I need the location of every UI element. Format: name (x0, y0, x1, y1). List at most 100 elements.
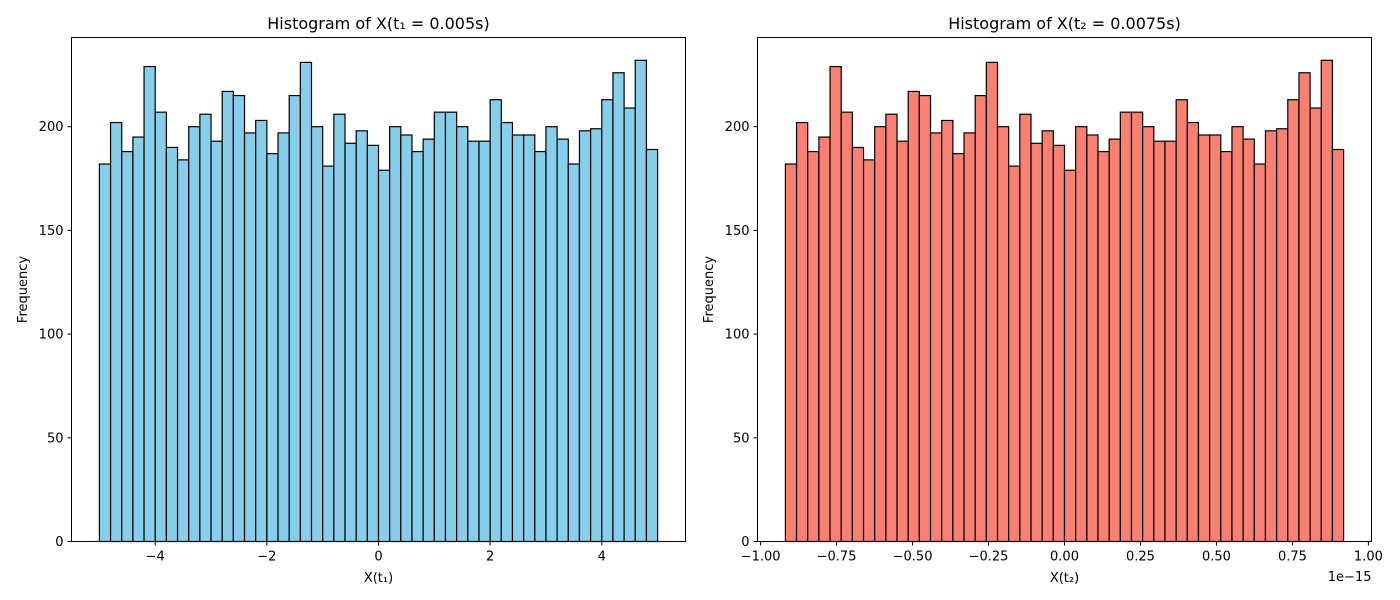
left-x-axis-label: X(t₁) (364, 571, 393, 586)
left-histogram-bar (333, 113, 346, 543)
left-histogram-bar (355, 130, 368, 543)
left-histogram-bar (601, 99, 614, 543)
right-x-tick-label: 0.25 (1126, 550, 1155, 565)
right-histogram-bar (1153, 140, 1166, 543)
left-histogram-bar (523, 134, 536, 543)
right-histogram-bar (996, 126, 1010, 543)
left-histogram-bar (188, 126, 201, 543)
right-histogram-bar (1309, 107, 1322, 543)
right-x-tick-label: −0.50 (893, 550, 933, 565)
right-histogram-bar (1108, 138, 1121, 543)
right-x-tick-label: −0.75 (817, 550, 857, 565)
right-histogram-bar (1119, 111, 1133, 543)
left-chart-title: Histogram of X(t₁ = 0.005s) (267, 14, 489, 33)
left-histogram-bar (634, 59, 648, 543)
left-histogram-bar (310, 126, 324, 543)
right-histogram-bar (963, 132, 976, 543)
left-histogram-bar (590, 128, 603, 543)
left-y-tick-label: 100 (39, 328, 64, 343)
right-histogram-bar (941, 119, 954, 543)
right-histogram-bar (918, 94, 932, 543)
left-histogram-bar (377, 169, 391, 543)
right-histogram-bar (851, 146, 865, 543)
left-histogram-bar (266, 153, 279, 543)
left-histogram-bar (545, 126, 558, 543)
right-histogram-bar (1209, 134, 1222, 543)
right-histogram-bar (829, 65, 842, 543)
left-histogram-bar (534, 150, 547, 543)
right-histogram-bar (952, 153, 965, 543)
right-y-ticks: 0 50 100 150 200 (725, 120, 758, 550)
left-histogram-bar (511, 134, 525, 543)
right-x-ticks: −1.00 −0.75 −0.50 −0.25 0.00 0.25 0.50 0.75 1.00 (741, 541, 1383, 565)
right-histogram-bar (795, 121, 809, 543)
left-histogram-bar (567, 163, 581, 543)
right-x-tick-label: 1.00 (1354, 550, 1383, 565)
right-y-tick-label: 50 (733, 431, 750, 446)
left-y-tick-label: 200 (39, 120, 64, 135)
left-x-tick-label: −4 (146, 550, 165, 565)
right-histogram-bar (1030, 142, 1043, 543)
right-x-tick-label: 0.75 (1278, 550, 1307, 565)
right-y-tick-label: 150 (725, 224, 750, 239)
right-histogram-bar (1253, 163, 1267, 543)
right-x-tick-label: 0.00 (1050, 550, 1079, 565)
left-histogram: Histogram of X(t₁ = 0.005s) 050100150200… (16, 14, 686, 586)
right-histogram-bar (1075, 126, 1088, 543)
right-histogram-bar (885, 113, 898, 543)
right-histogram-bar (818, 136, 831, 543)
left-x-tick-label: −2 (257, 550, 276, 565)
left-histogram-bar (109, 121, 123, 543)
left-histogram-bar (612, 72, 625, 543)
left-x-tick-label: 4 (598, 550, 606, 565)
left-y-tick-label: 50 (47, 431, 64, 446)
left-histogram-bar (243, 132, 257, 543)
left-histogram-bar (143, 65, 156, 543)
right-histogram-bar (1063, 169, 1077, 543)
left-histogram-bar (288, 94, 301, 543)
right-histogram-bar (1019, 113, 1032, 543)
right-histogram-bar (1264, 130, 1278, 543)
right-y-tick-label: 200 (725, 120, 750, 135)
right-histogram-bar (1164, 140, 1177, 543)
left-histogram-bar (645, 148, 659, 543)
right-histogram-bar (1231, 126, 1244, 543)
right-x-tick-label: 0.50 (1202, 550, 1231, 565)
right-histogram-bar (1186, 121, 1200, 543)
left-histogram-bar (444, 111, 458, 543)
left-histogram-bar (221, 90, 234, 543)
right-y-tick-label: 100 (725, 328, 750, 343)
right-histogram-bar (862, 159, 876, 543)
left-histogram-bar (500, 121, 514, 543)
left-y-tick-label: 0 (55, 535, 63, 550)
left-histogram-bar (456, 126, 469, 543)
left-histogram-bar (478, 140, 491, 543)
left-histogram-bar (232, 94, 246, 543)
right-x-axis-label: X(t₂) (1050, 571, 1079, 586)
left-histogram-bar (322, 165, 335, 543)
right-plot-frame (757, 37, 1372, 542)
left-histogram-bar (400, 134, 413, 543)
right-histogram-bar (840, 111, 853, 543)
right-histogram-bar (1052, 144, 1066, 543)
right-histogram-bar (1220, 150, 1233, 543)
left-histogram-bar (556, 138, 569, 543)
right-histogram-bar (1142, 126, 1155, 543)
right-histogram-bar (1175, 99, 1188, 543)
right-histogram-bar (1008, 165, 1021, 543)
left-histogram-bar (422, 138, 435, 543)
right-histogram-bar (1287, 99, 1300, 543)
left-y-ticks: 0 50 100 150 200 (39, 120, 72, 550)
left-histogram-bar (623, 107, 636, 543)
left-x-tick-label: 0 (374, 550, 382, 565)
right-histogram-bar (1130, 111, 1144, 543)
right-histogram-bar (929, 132, 943, 543)
right-x-tick-label: −1.00 (741, 550, 781, 565)
left-histogram-bar (299, 61, 313, 543)
left-histogram-bar (389, 126, 402, 543)
right-histogram-bar (1041, 130, 1054, 543)
left-x-tick-label: 2 (486, 550, 494, 565)
left-histogram-bar (165, 146, 179, 543)
left-histogram-bar (210, 140, 223, 543)
right-histogram-bar (874, 126, 887, 543)
